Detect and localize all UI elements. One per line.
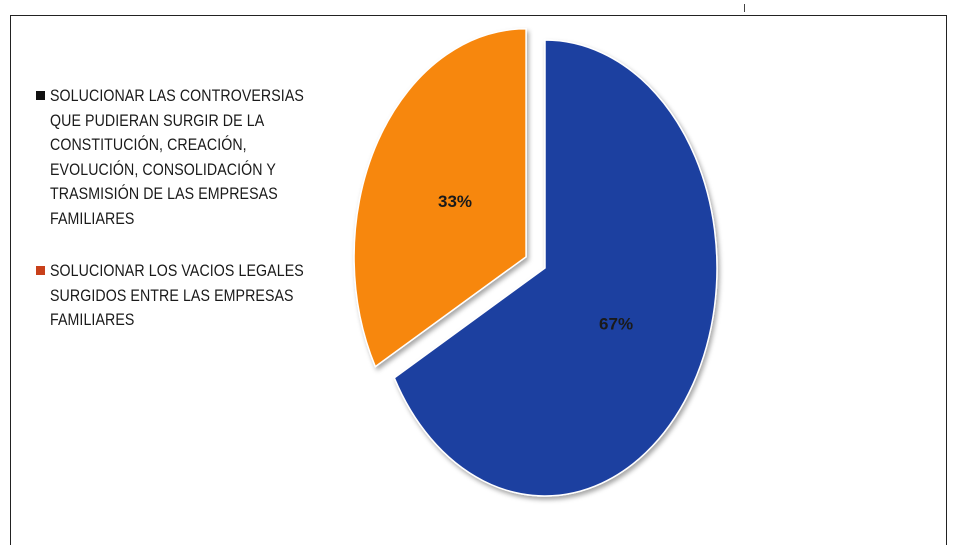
legend-label-controversias: SOLUCIONAR LAS CONTROVERSIAS QUE PUDIERA… [50, 87, 304, 228]
pie-slice-vacios-legales [353, 28, 527, 368]
pie-label-vacios-legales: 33% [438, 192, 472, 211]
top-tick-mark [744, 4, 745, 12]
legend-label-vacios-legales: SOLUCIONAR LOS VACIOS LEGALES SURGIDOS E… [50, 262, 304, 329]
legend-swatch-controversias [36, 91, 45, 100]
pie-slice-controversias [393, 39, 718, 497]
pie-label-controversias: 67% [599, 315, 633, 334]
chart-frame [10, 15, 947, 545]
legend-item-controversias: SOLUCIONAR LAS CONTROVERSIAS QUE PUDIERA… [36, 84, 356, 231]
chart-legend: SOLUCIONAR LAS CONTROVERSIAS QUE PUDIERA… [36, 84, 356, 361]
legend-item-vacios-legales: SOLUCIONAR LOS VACIOS LEGALES SURGIDOS E… [36, 259, 356, 333]
legend-swatch-vacios-legales [36, 266, 45, 275]
